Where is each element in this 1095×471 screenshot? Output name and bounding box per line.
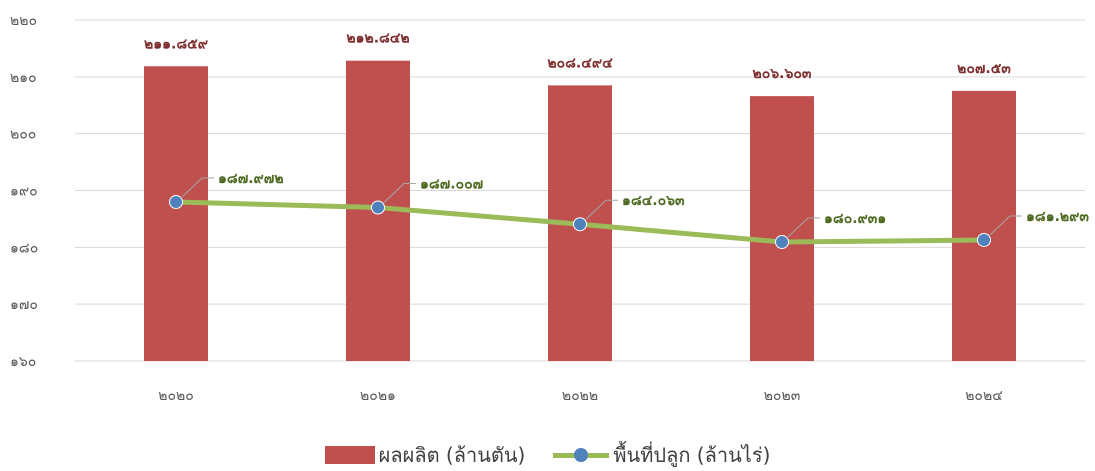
bar [144,66,208,362]
y-axis: ๑๖๐ ๑๗๐ ๑๘๐ ๑๙๐ ๒๐๐ ๒๑๐ ๒๒๐ [10,13,38,370]
line-point [371,200,385,215]
y-tick-label: ๒๑๐ [10,70,37,86]
leader-line [585,199,618,220]
legend: ผลผลิต (ล้านตัน) พื้นที่ปลูก (ล้านไร่) [0,440,1095,470]
legend-item-area: พื้นที่ปลูก (ล้านไร่) [553,439,770,471]
bar [952,90,1016,362]
line-point [977,232,991,247]
x-tick-label: ๒๐๒๐ [158,388,194,404]
leader-line [383,183,416,203]
bar-data-label: ๒๐๗.๕๓ [957,61,1011,77]
x-tick-label: ๒๐๒๔ [965,388,1003,404]
y-tick-label: ๑๖๐ [10,354,36,370]
line-data-label: ๑๘๑.๒๙๓ [1026,209,1089,225]
line-data-label: ๑๘๐.๙๓๑ [824,211,886,227]
x-tick-label: ๒๐๒๑ [360,388,396,404]
y-tick-label: ๑๘๐ [10,240,38,256]
bar-data-label: ๒๐๘.๔๙๔ [547,55,613,71]
y-tick-label: ๒๒๐ [10,13,37,29]
y-tick-label: ๑๙๐ [10,184,38,200]
bar-data-label: ๒๑๒.๘๔๒ [346,31,409,47]
leader-line [787,217,820,238]
y-tick-label: ๒๐๐ [10,127,36,143]
leader-line [989,215,1022,236]
bar-data-label: ๒๐๖.๖๐๓ [753,66,812,82]
line-data-label: ๑๘๗.๐๐๗ [420,177,483,193]
legend-swatch-area [553,445,610,465]
line-series [169,195,991,250]
bar-data-label: ๒๑๑.๘๕๙ [144,36,208,52]
x-axis: ๒๐๒๐ ๒๐๒๑ ๒๐๒๒ ๒๐๒๓ ๒๐๒๔ [158,388,1003,404]
leader-line [181,177,214,198]
line-point [775,235,789,250]
line-point [573,217,587,232]
legend-label-area: พื้นที่ปลูก (ล้านไร่) [613,443,771,467]
legend-label-production: ผลผลิต (ล้านตัน) [378,443,526,467]
x-tick-label: ๒๐๒๓ [764,388,801,404]
y-tick-label: ๑๗๐ [10,297,38,313]
legend-swatch-production [324,446,375,464]
legend-item-production: ผลผลิต (ล้านตัน) [324,439,526,471]
line-data-label: ๑๘๔.๐๖๓ [622,193,685,209]
line-data-label: ๑๘๗.๙๗๒ [218,171,284,187]
bar [750,96,814,361]
x-tick-label: ๒๐๒๒ [562,388,598,404]
line-point [169,195,183,210]
